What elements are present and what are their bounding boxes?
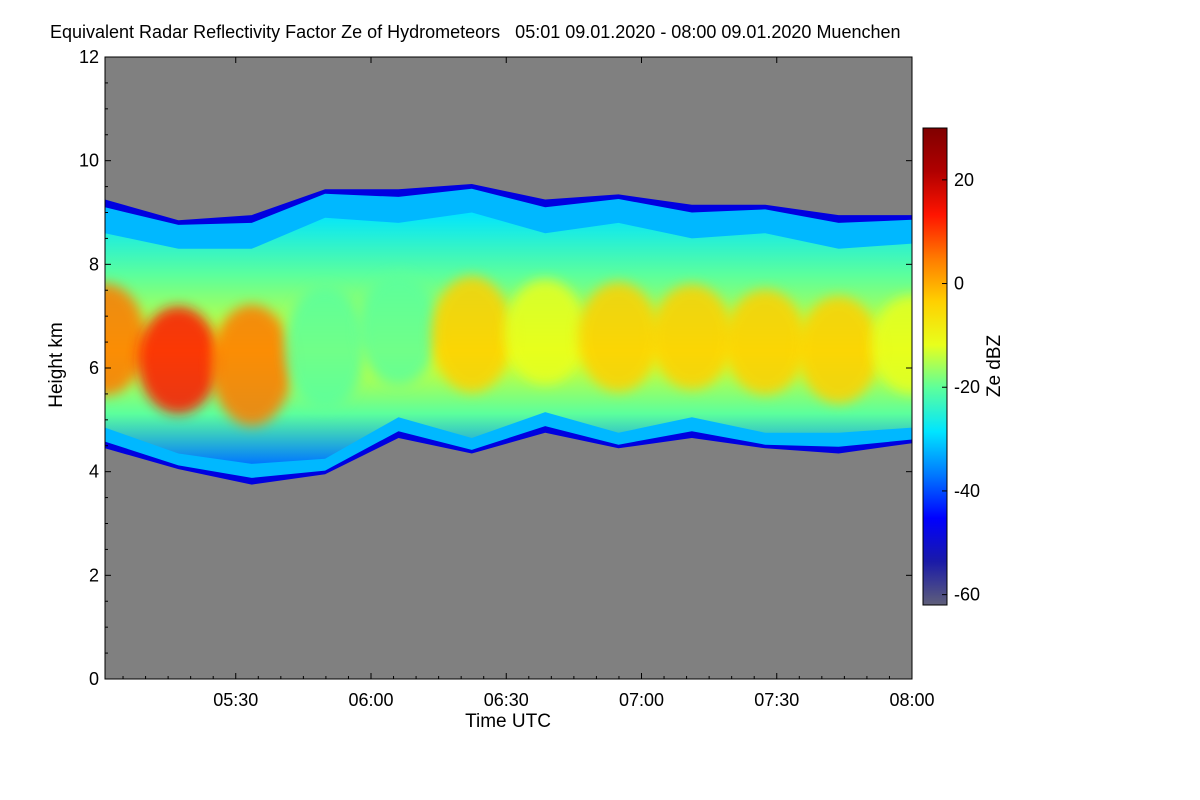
y-axis-label: Height km [46,322,67,408]
reflectivity-core [724,289,806,395]
reflectivity-core [284,285,366,409]
x-tick-label: 05:30 [213,690,258,710]
colorbar [922,127,948,606]
x-tick-label: 06:00 [348,690,393,710]
chart-title: Equivalent Radar Reflectivity Factor Ze … [50,22,901,42]
x-axis-label: Time UTC [465,711,551,732]
colorbar-tick-label: -40 [954,481,980,501]
colorbar-label: Ze dBZ [984,334,1005,397]
x-tick-label: 08:00 [889,690,934,710]
reflectivity-core [105,283,146,396]
colorbar-tick-label: -60 [954,585,980,605]
reflectivity-core [578,282,659,392]
y-tick-label: 0 [89,669,99,689]
colorbar-tick-label: 20 [954,170,974,190]
reflectivity-core [211,304,293,426]
y-tick-label: 10 [79,151,99,171]
reflectivity-core [138,306,219,414]
x-tick-label: 07:30 [754,690,799,710]
y-tick-label: 12 [79,47,99,67]
y-tick-label: 6 [89,358,99,378]
x-tick-label: 07:00 [619,690,664,710]
reflectivity-core [871,295,912,394]
reflectivity-core [504,279,586,385]
y-tick-label: 4 [89,462,99,482]
reflectivity-core [358,273,439,386]
y-tick-label: 2 [89,565,99,585]
reflectivity-core [798,296,879,404]
colorbar-tick-label: -20 [954,377,980,397]
reflectivity-core [431,276,513,393]
colorbar-tick-label: 0 [954,274,964,294]
x-tick-label: 06:30 [484,690,529,710]
reflectivity-core [651,284,733,390]
y-tick-label: 8 [89,254,99,274]
